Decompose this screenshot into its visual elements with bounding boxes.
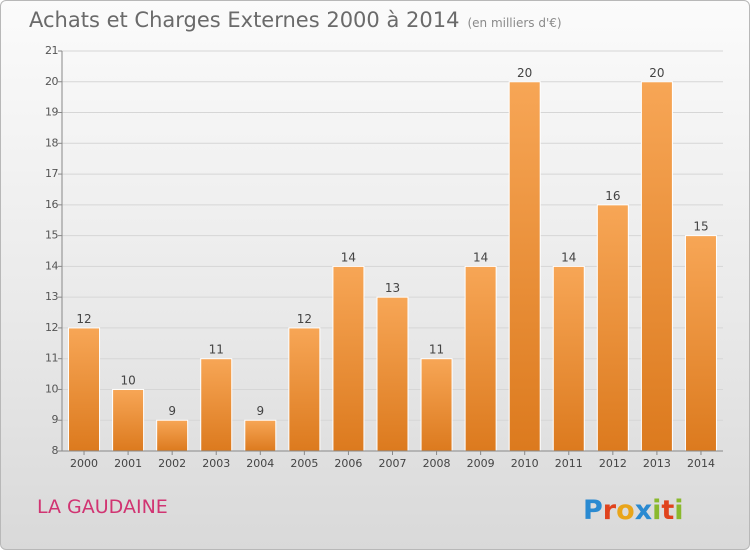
y-tick-label: 18 [45, 136, 58, 149]
value-label: 14 [561, 250, 576, 264]
bar [156, 419, 189, 452]
value-label: 14 [341, 250, 356, 264]
y-tick-label: 19 [45, 106, 58, 119]
bar [332, 265, 365, 452]
value-label: 10 [120, 373, 135, 387]
svg-text:Proxiti: Proxiti [583, 495, 684, 526]
y-tick-label: 13 [45, 290, 58, 303]
value-label: 14 [473, 250, 488, 264]
bar [596, 204, 629, 452]
x-tick-label: 2003 [202, 457, 230, 470]
y-tick-label: 15 [45, 229, 58, 242]
city-name: LA GAUDAINE [37, 496, 168, 518]
bar [376, 296, 409, 452]
bar [68, 327, 101, 452]
proxiti-logo: Proxiti [583, 495, 684, 526]
x-tick-label: 2011 [555, 457, 583, 470]
chart-unit: (en milliers d'€) [467, 16, 562, 30]
y-tick-label: 10 [45, 382, 58, 395]
x-tick-label: 2001 [114, 457, 142, 470]
y-tick-label: 12 [45, 321, 58, 334]
x-tick-label: 2014 [687, 457, 715, 470]
value-label: 13 [385, 281, 400, 295]
bar [200, 358, 233, 452]
x-tick-label: 2008 [423, 457, 451, 470]
value-label: 16 [605, 189, 620, 203]
bar [244, 419, 277, 452]
bar [640, 81, 673, 452]
x-tick-label: 2006 [334, 457, 362, 470]
x-tick-label: 2000 [70, 457, 98, 470]
y-tick-label: 20 [45, 75, 58, 88]
axes: 8 9 10 11 12 13 14 15 16 17 18 19 20 21 2000 2001 2002 20… [45, 44, 723, 470]
x-tick-label: 2010 [511, 457, 539, 470]
bar [464, 265, 497, 452]
value-label: 9 [168, 404, 176, 418]
bar [508, 81, 541, 452]
x-tick-label: 2004 [246, 457, 274, 470]
value-label: 20 [649, 66, 664, 80]
bar [112, 388, 145, 452]
y-tick-label: 17 [45, 167, 58, 180]
x-tick-label: 2013 [643, 457, 671, 470]
x-tick-label: 2009 [467, 457, 495, 470]
bars: 12 10 9 11 9 12 14 13 11 14 20 14 16 20 15 [68, 66, 717, 452]
value-label: 11 [209, 343, 224, 357]
y-tick-label: 14 [45, 259, 58, 272]
bar [288, 327, 321, 452]
y-tick-label: 11 [45, 352, 58, 365]
y-tick-label: 21 [45, 44, 58, 57]
value-label: 12 [297, 312, 312, 326]
y-tick-label: 16 [45, 198, 58, 211]
value-label: 12 [76, 312, 91, 326]
y-tick-label: 9 [52, 413, 59, 426]
value-label: 15 [693, 220, 708, 234]
chart-title: Achats et Charges Externes 2000 à 2014 (e… [29, 8, 562, 32]
chart-title-text: Achats et Charges Externes 2000 à 2014 [29, 8, 460, 32]
x-tick-label: 2002 [158, 457, 186, 470]
x-tick-label: 2007 [379, 457, 407, 470]
value-label: 20 [517, 66, 532, 80]
bar [420, 358, 453, 452]
value-label: 9 [256, 404, 264, 418]
x-tick-label: 2005 [290, 457, 318, 470]
bar [552, 265, 585, 452]
bar [684, 235, 717, 452]
value-label: 11 [429, 343, 444, 357]
x-tick-label: 2012 [599, 457, 627, 470]
y-tick-label: 8 [52, 444, 59, 457]
